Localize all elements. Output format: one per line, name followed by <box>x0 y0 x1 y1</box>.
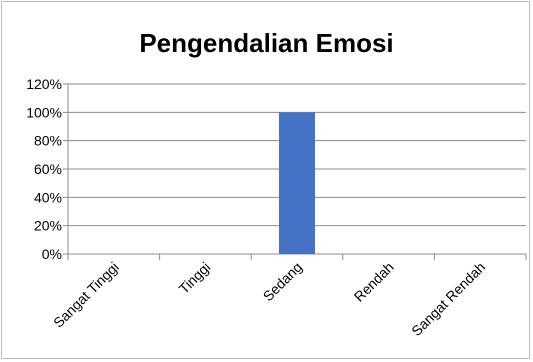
bar-sedang <box>279 112 315 254</box>
y-tick-label: 120% <box>26 76 62 92</box>
y-tick-label: 80% <box>34 133 62 149</box>
y-tick-label: 100% <box>26 104 62 120</box>
chart-title: Pengendalian Emosi <box>139 28 394 58</box>
x-category-label: Sangat Tinggi <box>50 259 122 331</box>
y-tick-label: 20% <box>34 218 62 234</box>
y-tick-label: 0% <box>42 246 62 262</box>
y-tick-label: 60% <box>34 161 62 177</box>
x-category-label: Rendah <box>351 259 397 305</box>
x-category-label: Tinggi <box>176 259 214 297</box>
x-category-label: Sangat Rendah <box>408 259 488 339</box>
y-tick-label: 40% <box>34 189 62 205</box>
x-category-label: Sedang <box>260 259 305 304</box>
